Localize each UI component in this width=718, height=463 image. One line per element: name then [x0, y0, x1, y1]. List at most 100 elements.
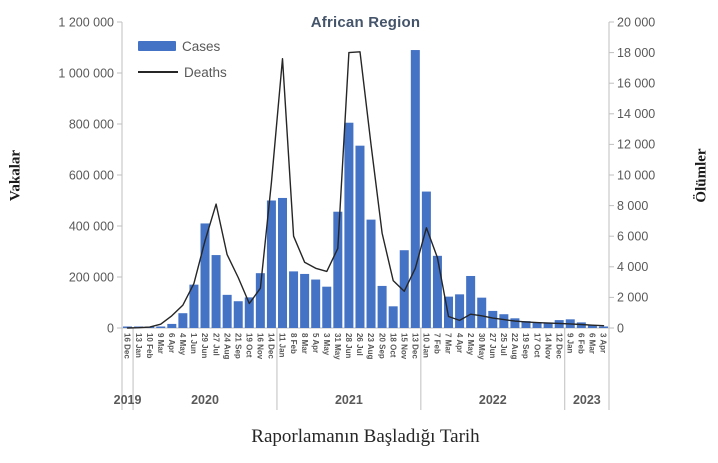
- x-axis-date-label: 4 May: [178, 333, 187, 356]
- right-axis-tick-label: 4 000: [617, 260, 648, 274]
- left-axis-tick-label: 0: [107, 321, 114, 335]
- deaths-swatch-icon: [138, 71, 178, 73]
- case-bar: [388, 306, 398, 328]
- case-bar: [432, 255, 442, 328]
- case-bar: [598, 326, 608, 328]
- case-bar: [123, 326, 133, 328]
- year-label: 2021: [335, 393, 363, 407]
- case-bar: [289, 271, 299, 328]
- left-axis-tick-label: 1 000 000: [58, 66, 114, 80]
- case-bar: [222, 294, 232, 328]
- x-axis-date-label: 15 Nov: [399, 333, 408, 360]
- chart-title: African Region: [310, 14, 421, 31]
- x-axis-date-label: 13 Jan: [134, 333, 143, 358]
- x-axis-date-label: 1 Jun: [189, 333, 198, 354]
- x-axis-date-label: 25 Jul: [499, 333, 508, 356]
- x-axis-date-label: 9 Mar: [156, 333, 165, 354]
- right-axis-tick-label: 14 000: [617, 107, 655, 121]
- left-axis-tick-label: 400 000: [69, 219, 114, 233]
- left-axis-tick-label: 200 000: [69, 270, 114, 284]
- x-axis-date-label: 14 Nov: [543, 333, 552, 360]
- right-axis-tick-label: 6 000: [617, 230, 648, 244]
- case-bar: [333, 211, 343, 328]
- x-axis-date-label: 13 Dec: [411, 333, 420, 359]
- case-bar: [455, 294, 465, 328]
- x-axis-date-label: 19 Sep: [521, 333, 530, 359]
- x-axis-date-label: 8 Feb: [289, 333, 298, 354]
- year-label: 2023: [573, 393, 601, 407]
- case-bar: [521, 321, 531, 328]
- x-axis-date-label: 6 Apr: [167, 333, 176, 353]
- case-bar: [488, 310, 498, 328]
- case-bar: [466, 275, 476, 328]
- right-axis-tick-label: 10 000: [617, 168, 655, 182]
- x-axis-date-label: 6 Mar: [588, 333, 597, 354]
- x-axis-date-label: 7 Feb: [433, 333, 442, 354]
- left-axis-tick-label: 800 000: [69, 117, 114, 131]
- x-axis-date-label: 28 Jun: [344, 333, 353, 358]
- x-axis-date-label: 17 Oct: [532, 333, 541, 358]
- deaths-line: [126, 51, 605, 329]
- case-bar: [366, 219, 376, 329]
- x-axis-date-label: 21 Sep: [233, 333, 242, 359]
- case-bar: [178, 313, 188, 328]
- case-bar: [410, 50, 420, 329]
- case-bar: [355, 145, 365, 328]
- case-bar: [266, 200, 276, 328]
- case-bar: [156, 326, 166, 328]
- year-label: 2022: [479, 393, 507, 407]
- right-axis-tick-label: 16 000: [617, 77, 655, 91]
- x-axis-date-label: 10 Jan: [422, 333, 431, 358]
- legend-deaths-label: Deaths: [184, 64, 227, 80]
- x-axis-title: Raporlamanın Başladığı Tarih: [251, 426, 480, 447]
- case-bar: [499, 314, 509, 328]
- x-axis-date-label: 16 Dec: [123, 333, 132, 359]
- case-bar: [255, 273, 265, 328]
- x-axis-date-label: 12 Dec: [554, 333, 563, 359]
- year-label: 2019: [114, 393, 142, 407]
- x-axis-date-label: 2 May: [466, 333, 475, 356]
- case-bar: [300, 273, 310, 328]
- x-axis-date-label: 3 May: [322, 333, 331, 356]
- case-bar: [399, 250, 409, 328]
- case-bar: [477, 297, 487, 328]
- left-axis-title: Vakalar: [7, 149, 24, 202]
- case-bar: [344, 122, 354, 328]
- right-axis-title: Ölümler: [693, 148, 710, 203]
- right-axis-tick-label: 8 000: [617, 199, 648, 213]
- right-axis-tick-label: 18 000: [617, 46, 655, 60]
- cases-bars-group: [123, 50, 608, 329]
- x-axis-date-label: 5 Apr: [311, 333, 320, 353]
- case-bar: [421, 191, 431, 328]
- x-axis-date-label: 14 Dec: [267, 333, 276, 359]
- legend-cases-label: Cases: [182, 38, 221, 54]
- case-bar: [211, 255, 221, 328]
- case-bar: [189, 284, 199, 328]
- x-axis-date-label: 30 May: [477, 333, 486, 360]
- case-bar: [200, 223, 210, 328]
- x-axis-date-label: 20 Sep: [377, 333, 386, 359]
- case-bar: [510, 318, 520, 328]
- x-axis-date-label: 23 Aug: [366, 333, 375, 359]
- legend: Cases Deaths: [138, 33, 227, 85]
- case-bar: [322, 286, 332, 328]
- x-axis-date-label: 6 Feb: [577, 333, 586, 354]
- x-axis-date-label: 29 Jun: [200, 333, 209, 358]
- case-bar: [311, 279, 321, 328]
- right-axis-tick-label: 12 000: [617, 138, 655, 152]
- x-axis-date-label: 4 Apr: [455, 333, 464, 353]
- case-bar: [532, 322, 542, 328]
- left-axis-tick-label: 1 200 000: [58, 15, 114, 29]
- x-axis-date-label: 22 Aug: [510, 333, 519, 359]
- x-axis-date-label: 26 Jul: [355, 333, 364, 356]
- x-axis-date-label: 31 May: [333, 333, 342, 360]
- cases-swatch-icon: [138, 41, 176, 51]
- legend-item-cases: Cases: [138, 33, 227, 59]
- x-axis-date-label: 24 Aug: [222, 333, 231, 359]
- case-bar: [277, 197, 287, 328]
- x-axis-date-label: 27 Jun: [488, 333, 497, 358]
- x-axis-date-label: 19 Oct: [244, 333, 253, 358]
- case-bar: [167, 323, 177, 328]
